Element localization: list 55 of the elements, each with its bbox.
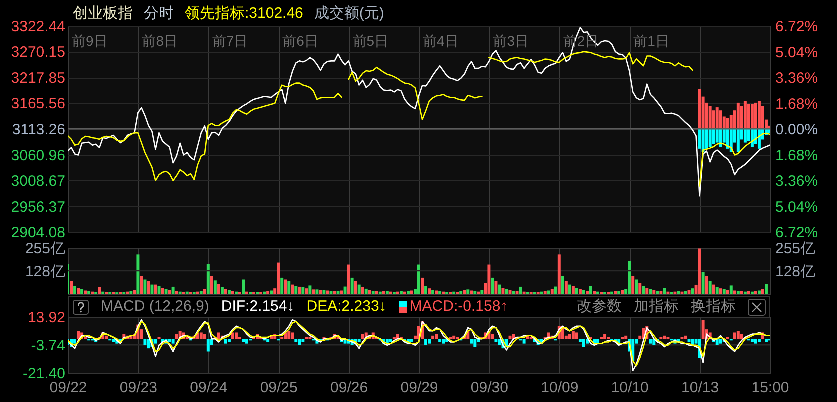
series-label: DEA:2.233↓ (306, 298, 387, 316)
y-tick-label: -3.74 (31, 338, 66, 354)
x-tick-label: 09/30 (470, 380, 508, 396)
y2-tick-label: 1.68% (776, 96, 818, 113)
y2-tick-label: 3.36% (776, 70, 818, 87)
text: 分时 (144, 5, 174, 23)
annotation: 前1日 (634, 33, 670, 49)
annotation: 前5日 (352, 33, 389, 49)
annotation: 前3日 (493, 33, 529, 49)
y2-tick-label: 6.72% (776, 18, 818, 36)
annotation: 前4日 (423, 33, 459, 49)
annotation: 前7日 (212, 33, 248, 49)
annotation: 前8日 (142, 33, 178, 49)
chart-title: 创业板指 (73, 5, 133, 23)
y-tick-label: 3165.56 (11, 96, 66, 113)
y2-tick-label: 128亿 (776, 263, 816, 280)
x-tick-label: 10/09 (541, 380, 579, 396)
x-tick-label: 09/26 (330, 380, 368, 396)
y-tick-label: 3217.85 (11, 70, 66, 87)
x-tick-label: 09/25 (260, 380, 298, 396)
x-tick-label: 09/22 (50, 380, 88, 396)
y-tick-label: 3270.15 (11, 44, 66, 62)
text: 成交额(元) (314, 5, 384, 23)
y2-tick-label: 3.36% (776, 173, 818, 190)
y-tick-label: 3322.44 (11, 18, 66, 36)
legend-label: MACD:-0.158↑ (410, 298, 508, 316)
y2-tick-label: 5.04% (776, 44, 818, 62)
y2-tick-label: 5.04% (776, 198, 818, 216)
y-tick-label: 255亿 (25, 240, 66, 258)
y2-tick-label: 1.68% (776, 147, 818, 164)
y2-tick-label: 255亿 (776, 240, 816, 258)
y2-tick-label: 0.00% (776, 122, 818, 138)
y-tick-label: 128亿 (25, 263, 66, 280)
x-tick-label: 15:00 (752, 380, 790, 396)
y-tick-label: 2956.37 (11, 198, 66, 216)
series-label: DIF:2.154↓ (221, 298, 295, 316)
y-tick-label: 13.92 (28, 310, 66, 326)
x-tick-label: 10/13 (682, 380, 720, 396)
text: 领先指标:3102.46 (185, 5, 304, 23)
x-tick-label: 09/24 (190, 380, 228, 396)
legend-title: MACD (12,26,9) (101, 298, 210, 316)
text: 加指标 (634, 298, 679, 316)
annotation: 前6日 (282, 33, 318, 49)
y-tick-label: 2904.08 (11, 224, 66, 242)
annotation: 前9日 (72, 33, 108, 49)
x-tick-label: 10/10 (611, 380, 649, 396)
y-tick-label: -21.40 (22, 366, 66, 382)
text: 换指标 (691, 298, 736, 316)
x-tick-label: 09/29 (400, 380, 438, 396)
y-tick-label: 3060.96 (11, 147, 66, 164)
x-tick-label: 09/23 (120, 380, 158, 396)
y2-tick-label: 6.72% (776, 224, 818, 242)
y-tick-label: 3113.26 (12, 122, 66, 138)
text: 改参数 (577, 298, 622, 316)
y-tick-label: 3008.67 (11, 173, 66, 190)
